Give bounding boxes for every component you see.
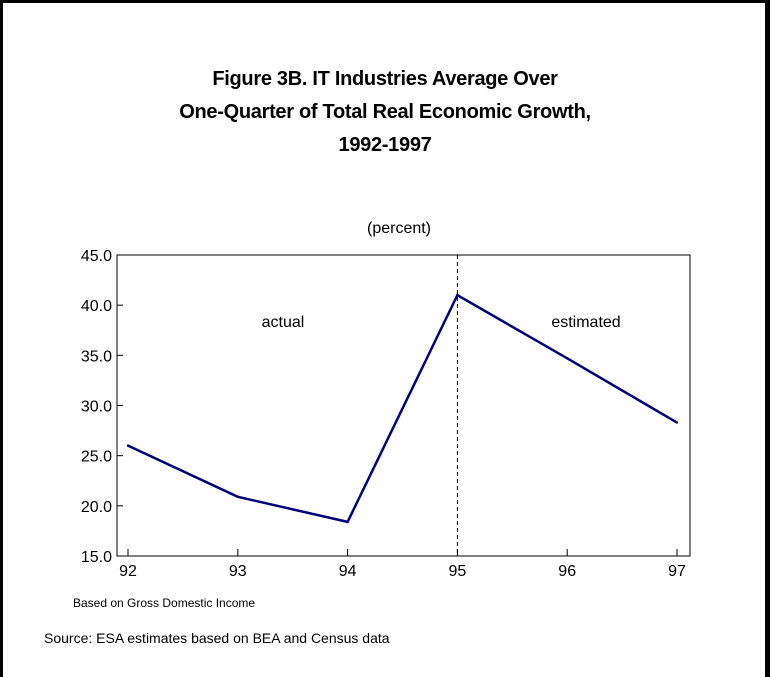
- data-point-92: [126, 444, 130, 447]
- source-note: Source: ESA estimates based on BEA and C…: [44, 630, 390, 646]
- data-point-94: [346, 520, 349, 524]
- chart-title-line-3: 1992-1997: [338, 134, 432, 156]
- chart-title-line-2: One-Quarter of Total Real Economic Growt…: [179, 101, 591, 123]
- x-tick-label: 94: [339, 563, 357, 580]
- series-line: [127, 293, 678, 524]
- x-tick-label: 95: [449, 563, 467, 580]
- x-tick-label: 97: [668, 563, 686, 580]
- y-tick-label: 15.0: [81, 549, 112, 566]
- y-tick-label: 30.0: [81, 399, 112, 416]
- data-point-95: [456, 293, 459, 297]
- y-tick-label: 20.0: [81, 499, 112, 516]
- y-tick-label: 45.0: [81, 248, 112, 265]
- x-tick-label: 96: [558, 563, 576, 580]
- x-tick-label: 92: [119, 563, 137, 580]
- data-point-93: [236, 495, 239, 499]
- y-axis: 15.0 20.0 25.0 30.0 35.0 40.0 45.0: [81, 248, 123, 566]
- y-tick-label: 40.0: [81, 298, 112, 315]
- unit-label: (percent): [367, 220, 431, 237]
- y-tick-label: 35.0: [81, 348, 112, 365]
- data-point-97: [675, 421, 679, 424]
- annotation-actual: actual: [262, 314, 305, 331]
- chart-title-line-1: Figure 3B. IT Industries Average Over: [212, 68, 558, 90]
- data-point-96: [566, 357, 569, 360]
- basis-note: Based on Gross Domestic Income: [73, 596, 256, 610]
- x-tick-label: 93: [229, 563, 247, 580]
- y-tick-label: 25.0: [81, 449, 112, 466]
- data-points: [126, 293, 679, 524]
- x-axis: 92 93 94 95 96 97: [119, 549, 686, 580]
- annotation-estimated: estimated: [551, 314, 620, 331]
